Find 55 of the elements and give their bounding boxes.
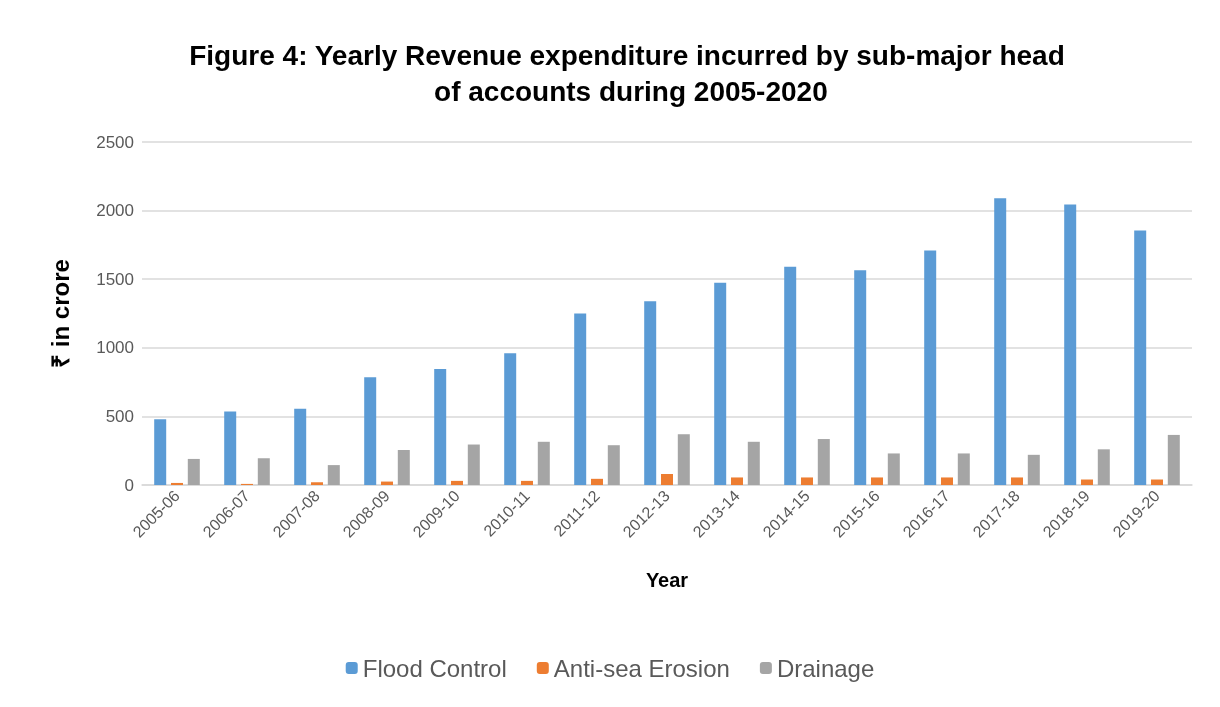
chart-title: Figure 4: Yearly Revenue expenditure incurred by sub-major head of accounts during 2005-2020 xyxy=(189,39,1065,107)
bar xyxy=(224,411,237,485)
bar xyxy=(451,480,463,485)
bar xyxy=(591,478,603,485)
bar xyxy=(537,441,550,485)
bar xyxy=(574,313,587,485)
bar xyxy=(607,445,620,485)
bar xyxy=(434,369,447,485)
bar xyxy=(187,458,200,485)
bar xyxy=(714,282,727,485)
y-tick-label: 2500 xyxy=(96,132,134,152)
bar xyxy=(731,477,743,485)
bar xyxy=(397,450,410,485)
bar xyxy=(661,474,673,485)
bar xyxy=(504,353,517,485)
bar xyxy=(294,408,307,485)
bar xyxy=(941,477,953,485)
bar xyxy=(1064,204,1077,485)
bar xyxy=(677,434,690,485)
bar xyxy=(521,480,533,485)
legend-label: Flood Control xyxy=(362,654,507,682)
bar xyxy=(154,419,167,485)
bar xyxy=(994,198,1007,485)
bar xyxy=(871,477,883,485)
bar xyxy=(644,301,657,485)
bar xyxy=(1134,230,1147,485)
bar xyxy=(171,482,183,485)
y-tick-label: 0 xyxy=(124,475,134,495)
bar xyxy=(467,444,480,485)
y-tick-label: 1000 xyxy=(96,338,134,358)
bar xyxy=(311,482,323,485)
y-tick-label: 1500 xyxy=(96,269,134,289)
legend-label: Drainage xyxy=(776,654,875,682)
bar xyxy=(801,477,813,485)
bar xyxy=(327,465,340,485)
bar xyxy=(817,439,830,485)
bar xyxy=(887,453,900,485)
legend-label: Anti-sea Erosion xyxy=(553,654,730,682)
bar xyxy=(957,453,970,485)
x-axis-title: Year xyxy=(645,569,689,591)
bar xyxy=(1011,477,1023,485)
bar xyxy=(364,377,377,485)
bar xyxy=(784,266,797,485)
bar xyxy=(257,458,270,485)
bar xyxy=(747,441,760,485)
y-tick-label: 2000 xyxy=(96,201,134,221)
bar xyxy=(1151,479,1163,485)
y-tick-label: 500 xyxy=(105,406,134,426)
bar xyxy=(1081,479,1093,485)
bar xyxy=(1027,454,1040,485)
bar xyxy=(924,250,937,485)
bar xyxy=(1167,434,1180,485)
y-axis-title: ₹ in crore xyxy=(46,259,74,368)
bar xyxy=(854,270,867,485)
bar xyxy=(1097,449,1110,485)
